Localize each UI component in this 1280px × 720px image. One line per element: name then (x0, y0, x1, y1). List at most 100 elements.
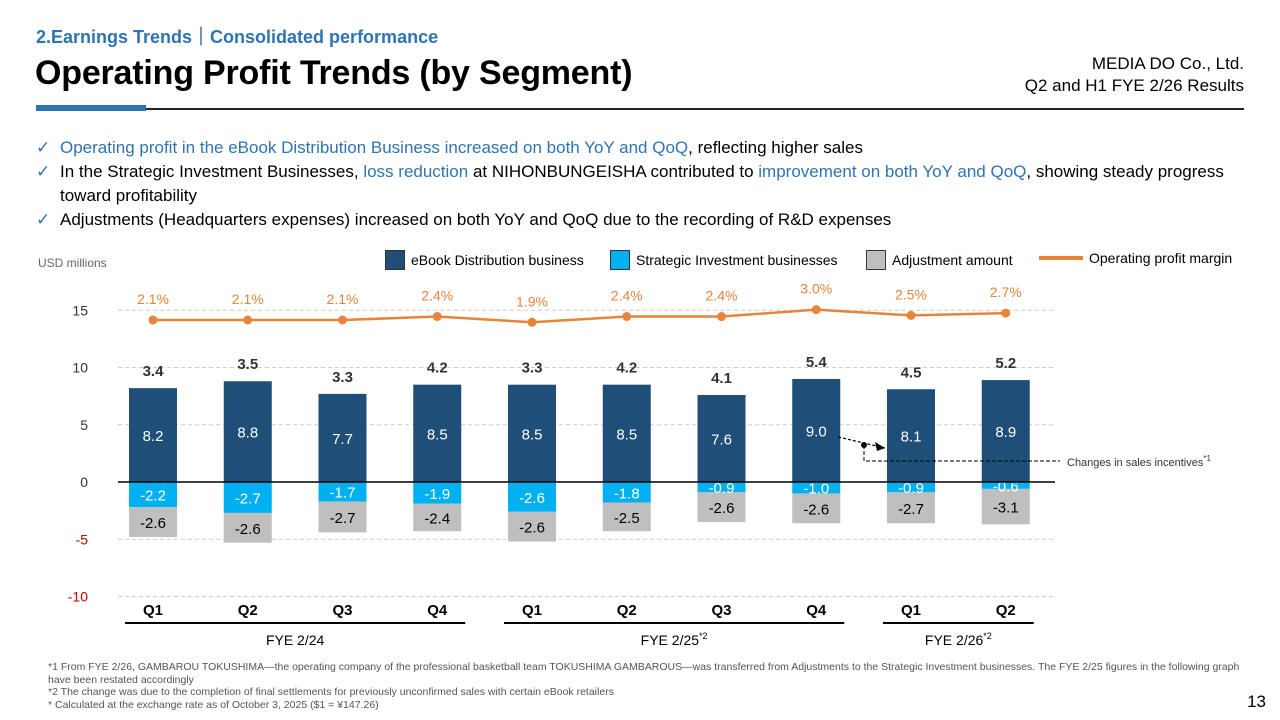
bullet-text: , showing steady progress toward profita… (60, 162, 1224, 205)
margin-point (906, 310, 916, 320)
data-label-total: 3.3 (522, 360, 543, 377)
summary-bullets: ✓ Operating profit in the eBook Distribut… (36, 136, 1236, 232)
margin-point (622, 312, 632, 322)
y-tick-label: 15 (72, 302, 88, 318)
x-tick-label: Q1 (522, 602, 542, 619)
legend-label-strategic: Strategic Investment businesses (636, 252, 838, 268)
data-label-strategic: -1.8 (614, 485, 640, 502)
check-icon: ✓ (36, 162, 51, 181)
data-label-adjustment: -2.6 (519, 520, 545, 537)
bar-strategic (697, 482, 746, 493)
x-tick-label: Q1 (901, 602, 921, 619)
group-label-footnote-ref: *2 (983, 631, 992, 641)
margin-label: 2.1% (137, 291, 169, 307)
margin-label: 1.9% (516, 293, 548, 309)
annotation-footnote-ref: *1 (1203, 454, 1211, 463)
y-tick-label: 0 (80, 474, 88, 490)
bullet-item: ✓ Adjustments (Headquarters expenses) inc… (36, 208, 1236, 232)
data-label-strategic: -2.6 (519, 490, 545, 507)
data-label-total: 5.2 (995, 355, 1016, 372)
bar-adjustment (602, 502, 651, 532)
company-name: MEDIA DO Co., Ltd. (1091, 54, 1244, 73)
data-label-strategic: -1.7 (330, 485, 356, 502)
bar-ebook (792, 378, 841, 482)
bar-strategic (129, 482, 177, 508)
bar-strategic (223, 482, 272, 513)
data-label-adjustment: -2.6 (803, 501, 829, 518)
x-tick-label: Q2 (996, 602, 1016, 619)
data-label-total: 4.5 (901, 364, 922, 381)
check-icon: ✓ (36, 138, 51, 157)
data-label-adjustment: -2.5 (614, 510, 640, 527)
annotation-arrowhead (875, 442, 885, 451)
legend-line-margin (1039, 256, 1083, 260)
y-tick-label: -10 (68, 589, 88, 605)
legend-swatch-adjustment (866, 250, 886, 270)
bullet-item: ✓ In the Strategic Investment Businesses,… (36, 160, 1236, 208)
data-label-ebook: 8.5 (427, 426, 448, 443)
legend-label-adjustment: Adjustment amount (892, 252, 1013, 268)
x-tick-label: Q1 (143, 602, 163, 619)
bar-adjustment (792, 493, 841, 524)
legend-label-ebook: eBook Distribution business (411, 252, 584, 268)
bar-ebook (129, 388, 177, 482)
bullet-highlight-text: improvement on both YoY and QoQ (758, 162, 1027, 181)
page-title: Operating Profit Trends (by Segment) (35, 54, 633, 92)
bar-strategic (602, 482, 651, 503)
bar-ebook (318, 393, 367, 482)
margin-label: 2.4% (421, 288, 453, 304)
bar-strategic (318, 482, 367, 502)
margin-point (243, 315, 253, 325)
data-label-ebook: 8.8 (237, 425, 258, 442)
bar-adjustment (318, 501, 367, 533)
y-tick-label: 10 (72, 360, 88, 376)
data-label-ebook: 8.5 (522, 426, 543, 443)
data-label-ebook: 8.9 (995, 424, 1016, 441)
bar-adjustment (887, 492, 935, 524)
margin-label: 2.4% (611, 288, 643, 304)
data-label-adjustment: -2.6 (140, 515, 166, 532)
group-label: FYE 2/24 (266, 632, 325, 648)
margin-point (811, 305, 821, 315)
data-label-ebook: 7.7 (332, 431, 353, 448)
footnotes: *1 From FYE 2/26, GAMBAROU TOKUSHIMA—the… (48, 661, 1248, 711)
margin-point (717, 312, 726, 322)
data-label-total: 5.4 (806, 354, 828, 371)
margin-label: 2.5% (895, 286, 927, 302)
data-label-strategic: -1.9 (424, 486, 450, 503)
data-label-total: 3.4 (143, 363, 165, 380)
bar-adjustment (508, 511, 556, 542)
bar-adjustment (697, 492, 746, 523)
data-label-strategic: -1.0 (803, 481, 829, 498)
data-label-ebook: 8.2 (143, 428, 164, 445)
margin-label: 2.1% (232, 291, 264, 307)
legend-ebook: eBook Distribution business (385, 250, 584, 270)
legend-swatch-ebook (385, 250, 405, 270)
annotation-leader (863, 445, 1060, 462)
bar-ebook (223, 381, 272, 482)
bar-ebook (981, 380, 1030, 482)
bar-ebook (697, 394, 746, 482)
report-name: Q2 and H1 FYE 2/26 Results (1024, 76, 1244, 95)
annotation-label: Changes in sales incentives*1 (1067, 454, 1211, 469)
bar-strategic (792, 482, 841, 494)
margin-label: 2.1% (327, 291, 359, 307)
data-label-strategic: -2.7 (235, 490, 261, 507)
data-label-strategic: -0.9 (898, 480, 924, 497)
x-tick-label: Q3 (332, 602, 352, 619)
data-label-total: 4.1 (711, 370, 732, 387)
data-label-ebook: 9.0 (806, 423, 827, 440)
data-label-ebook: 8.1 (901, 429, 922, 446)
margin-point (527, 317, 537, 327)
x-tick-label: Q4 (806, 602, 827, 619)
data-label-total: 4.2 (616, 360, 637, 377)
bar-adjustment (981, 488, 1030, 525)
y-tick-label: -5 (76, 531, 89, 547)
data-label-strategic: -2.2 (140, 488, 166, 505)
margin-label: 2.7% (990, 284, 1022, 300)
bar-adjustment (129, 507, 177, 537)
data-label-adjustment: -3.1 (993, 500, 1019, 517)
data-label-ebook: 7.6 (711, 431, 732, 448)
data-label-adjustment: -2.4 (424, 510, 450, 527)
